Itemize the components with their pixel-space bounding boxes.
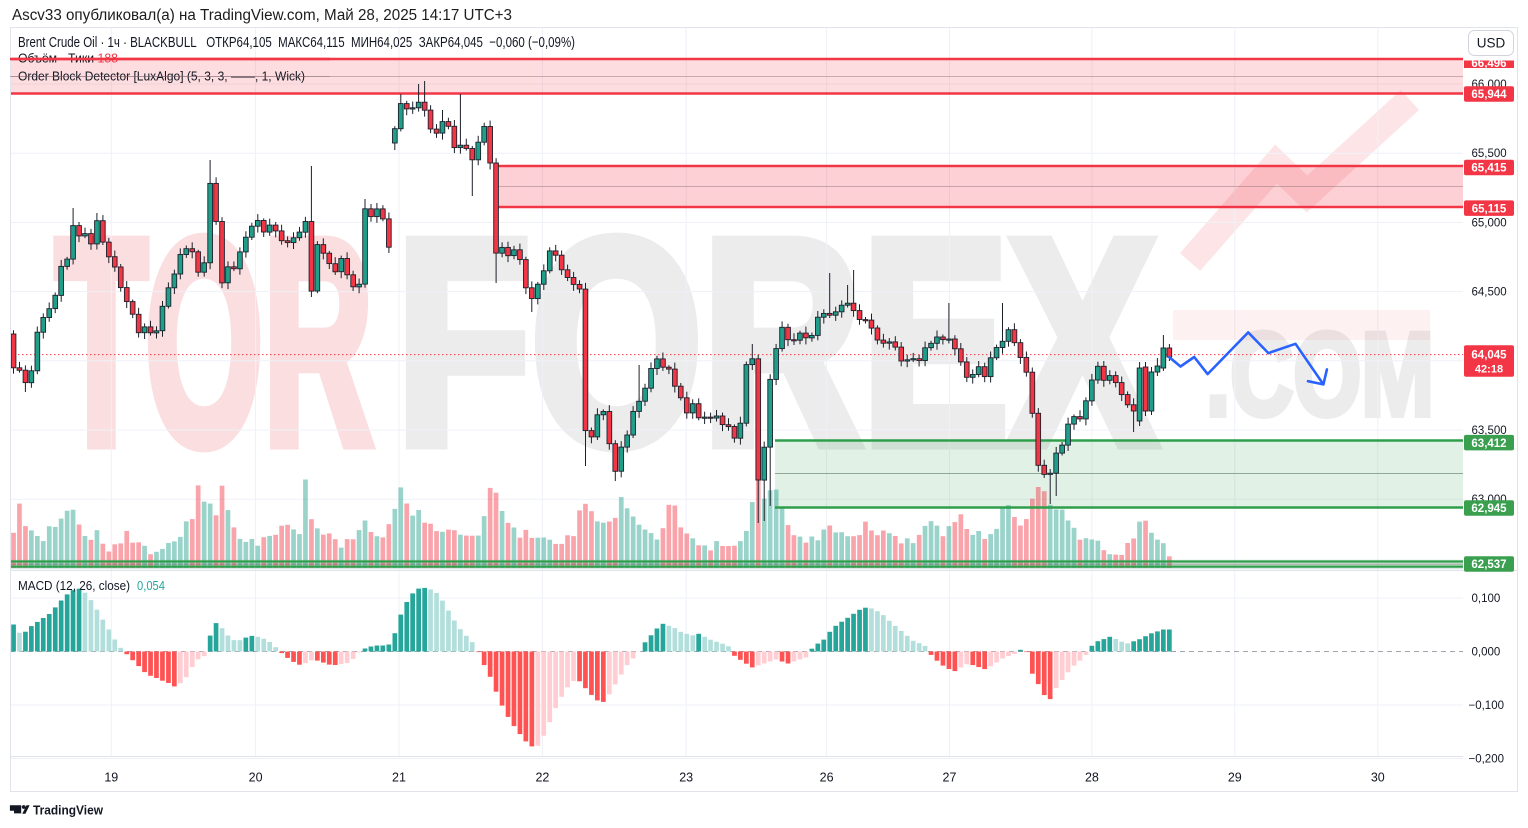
svg-text:Ascv33 опубликовал(а) на Tradi: Ascv33 опубликовал(а) на TradingView.com… [12, 7, 512, 24]
svg-text:0,000: 0,000 [1472, 647, 1501, 659]
svg-text:65,415: 65,415 [1471, 163, 1507, 175]
svg-text:64,500: 64,500 [1472, 287, 1507, 299]
svg-text:Order Block Detector [LuxAlgo]: Order Block Detector [LuxAlgo] (5, 3, 3,… [18, 69, 305, 84]
svg-text:23: 23 [679, 771, 693, 785]
svg-text:28: 28 [1085, 771, 1099, 785]
svg-text:65,944: 65,944 [1471, 89, 1507, 101]
svg-text:42:18: 42:18 [1475, 364, 1503, 376]
svg-text:65,000: 65,000 [1472, 217, 1507, 229]
svg-text:26: 26 [820, 771, 834, 785]
svg-text:63,412: 63,412 [1471, 438, 1506, 450]
svg-text:FOREX: FOREX [396, 179, 1157, 505]
svg-text:62,537: 62,537 [1471, 559, 1506, 571]
svg-text:MACD (12, 26, close): MACD (12, 26, close) [18, 579, 130, 593]
svg-text:Brent Crude Oil · 1ч · BLACKBU: Brent Crude Oil · 1ч · BLACKBULL ОТКР64,… [18, 35, 575, 51]
svg-text:20: 20 [249, 771, 263, 785]
svg-text:65,115: 65,115 [1472, 203, 1507, 215]
svg-text:TradingView: TradingView [33, 802, 104, 817]
svg-text:62,945: 62,945 [1471, 503, 1507, 515]
svg-text:−0,100: −0,100 [1469, 700, 1505, 712]
svg-text:64,045: 64,045 [1471, 350, 1507, 362]
svg-text:27: 27 [943, 771, 957, 785]
svg-text:0,054: 0,054 [137, 579, 165, 593]
svg-text:29: 29 [1228, 771, 1242, 785]
svg-text:63,500: 63,500 [1472, 425, 1507, 437]
svg-text:65,500: 65,500 [1472, 148, 1507, 160]
svg-text:0,100: 0,100 [1472, 593, 1501, 605]
svg-text:.COM: .COM [1206, 309, 1434, 441]
svg-text:19: 19 [104, 771, 118, 785]
svg-text:30: 30 [1371, 771, 1385, 785]
svg-text:66,496: 66,496 [1471, 58, 1506, 70]
svg-text:22: 22 [535, 771, 549, 785]
svg-text:−0,200: −0,200 [1469, 754, 1505, 766]
svg-text:USD: USD [1477, 36, 1506, 51]
svg-text:21: 21 [392, 771, 406, 785]
